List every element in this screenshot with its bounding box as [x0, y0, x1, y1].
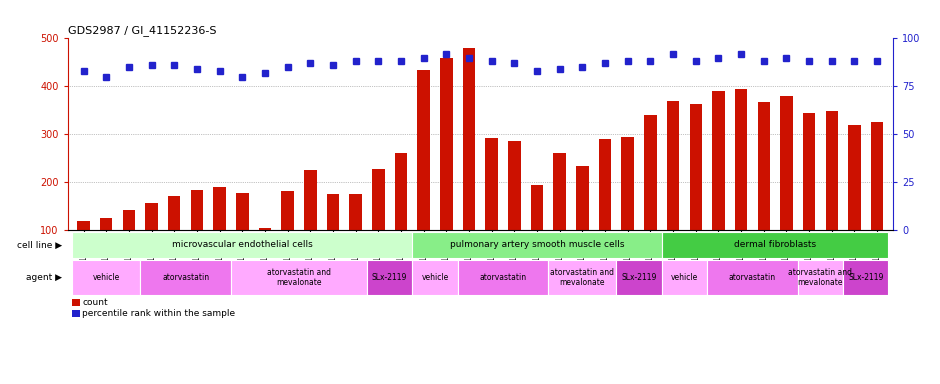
Bar	[458, 260, 548, 295]
Bar	[213, 187, 226, 278]
Bar	[258, 228, 271, 278]
Bar	[236, 193, 248, 278]
Text: GDS2987 / GI_41152236-S: GDS2987 / GI_41152236-S	[68, 25, 216, 36]
Bar	[707, 260, 798, 295]
Bar	[554, 152, 566, 278]
Bar	[713, 91, 725, 278]
Text: atorvastatin and
mevalonate: atorvastatin and mevalonate	[551, 268, 615, 287]
Bar	[848, 125, 861, 278]
Bar	[146, 203, 158, 278]
Bar	[413, 232, 662, 258]
Bar	[71, 310, 80, 317]
Text: atorvastatin: atorvastatin	[162, 273, 209, 282]
Bar	[780, 96, 792, 278]
Bar	[621, 137, 634, 278]
Text: SLx-2119: SLx-2119	[848, 273, 884, 282]
Bar	[531, 185, 543, 278]
Bar	[327, 194, 339, 278]
Bar	[825, 111, 838, 278]
Bar	[71, 299, 80, 306]
Bar	[666, 101, 680, 278]
Bar	[372, 169, 384, 278]
Text: vehicle: vehicle	[671, 273, 698, 282]
Text: atorvastatin: atorvastatin	[479, 273, 526, 282]
Bar	[548, 260, 617, 295]
Bar	[870, 122, 884, 278]
Bar	[798, 260, 843, 295]
Bar	[599, 139, 611, 278]
Bar	[417, 70, 430, 278]
Bar	[576, 166, 588, 278]
Bar	[168, 196, 180, 278]
Bar	[758, 102, 770, 278]
Bar	[281, 191, 294, 278]
Text: atorvastatin and
mevalonate: atorvastatin and mevalonate	[267, 268, 331, 287]
Bar	[395, 152, 407, 278]
Bar	[100, 218, 113, 278]
Bar	[462, 48, 476, 278]
Text: vehicle: vehicle	[421, 273, 448, 282]
Text: cell line ▶: cell line ▶	[17, 240, 62, 250]
Text: count: count	[83, 298, 108, 307]
Bar	[191, 190, 203, 278]
Text: microvascular endothelial cells: microvascular endothelial cells	[172, 240, 313, 250]
Bar	[413, 260, 458, 295]
Bar	[644, 115, 657, 278]
Text: SLx-2119: SLx-2119	[621, 273, 657, 282]
Text: SLx-2119: SLx-2119	[372, 273, 407, 282]
Bar	[140, 260, 231, 295]
Bar	[72, 232, 413, 258]
Bar	[77, 221, 90, 278]
Text: atorvastatin: atorvastatin	[728, 273, 776, 282]
Text: pulmonary artery smooth muscle cells: pulmonary artery smooth muscle cells	[449, 240, 624, 250]
Bar	[690, 104, 702, 278]
Text: atorvastatin and
mevalonate: atorvastatin and mevalonate	[789, 268, 853, 287]
Bar	[304, 170, 317, 278]
Text: dermal fibroblasts: dermal fibroblasts	[734, 240, 816, 250]
Bar	[440, 58, 452, 278]
Bar	[617, 260, 662, 295]
Bar	[509, 141, 521, 278]
Text: vehicle: vehicle	[93, 273, 120, 282]
Bar	[231, 260, 367, 295]
Bar	[367, 260, 413, 295]
Bar	[662, 260, 707, 295]
Bar	[122, 210, 135, 278]
Bar	[485, 138, 498, 278]
Text: agent ▶: agent ▶	[26, 273, 62, 282]
Bar	[72, 260, 140, 295]
Bar	[735, 89, 747, 278]
Bar	[803, 113, 815, 278]
Bar	[843, 260, 888, 295]
Text: percentile rank within the sample: percentile rank within the sample	[83, 309, 236, 318]
Bar	[662, 232, 888, 258]
Bar	[350, 194, 362, 278]
